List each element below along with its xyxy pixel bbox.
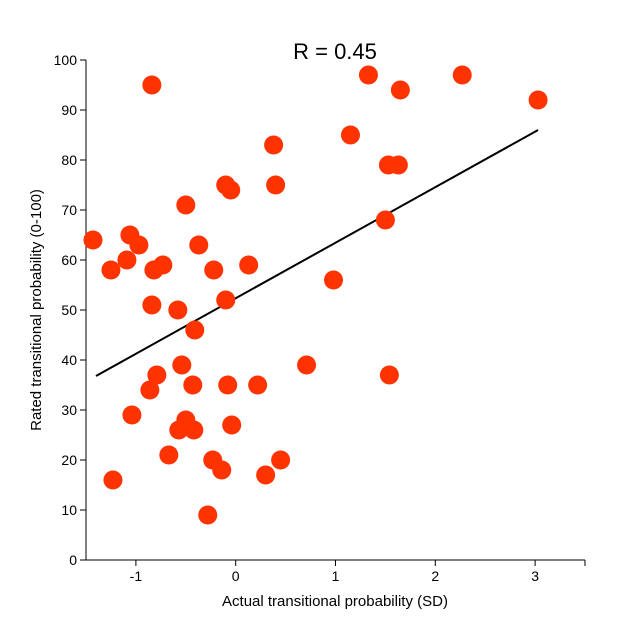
data-point <box>212 460 232 480</box>
x-tick-label: 3 <box>531 568 539 584</box>
data-point <box>222 415 242 435</box>
data-point <box>129 235 149 255</box>
data-point <box>117 250 137 270</box>
y-tick-label: 40 <box>61 352 77 368</box>
y-tick-label: 70 <box>61 202 77 218</box>
regression-line <box>95 129 539 377</box>
data-point <box>103 470 123 490</box>
data-point <box>358 65 378 85</box>
data-point <box>239 255 259 275</box>
data-point <box>159 445 179 465</box>
x-axis-title: Actual transitional probability (SD) <box>222 593 448 610</box>
x-tick-label: 2 <box>431 568 439 584</box>
data-point <box>388 155 408 175</box>
data-point <box>340 125 360 145</box>
data-point <box>184 420 204 440</box>
data-point <box>147 365 167 385</box>
data-point <box>140 380 160 400</box>
x-tick-label: 0 <box>232 568 240 584</box>
data-point <box>198 505 218 525</box>
chart-title: R = 0.45 <box>293 39 377 64</box>
data-point <box>168 300 188 320</box>
data-point <box>379 365 399 385</box>
data-point <box>183 375 203 395</box>
data-point <box>172 355 192 375</box>
axes: 0 10 20 30 40 50 60 70 80 90 100 -1 0 1 2 3 <box>54 52 586 584</box>
data-points <box>83 65 548 525</box>
data-point <box>528 90 548 110</box>
y-tick-label: 60 <box>61 252 77 268</box>
y-tick-label: 80 <box>61 152 77 168</box>
data-point <box>101 260 121 280</box>
data-point <box>142 295 162 315</box>
chart-labels: R = 0.45 Actual transitional probability… <box>28 39 448 610</box>
data-point <box>256 465 276 485</box>
y-tick-label: 10 <box>61 502 77 518</box>
regression-line-group <box>95 129 539 377</box>
y-tick-label: 100 <box>54 52 78 68</box>
y-axis-title: Rated transitional probability (0-100) <box>28 189 45 431</box>
data-point <box>142 75 162 95</box>
data-point <box>324 270 344 290</box>
data-point <box>189 235 209 255</box>
data-point <box>271 450 291 470</box>
data-point <box>266 175 286 195</box>
data-point <box>185 320 205 340</box>
data-point <box>248 375 268 395</box>
x-tick-label: -1 <box>130 568 143 584</box>
data-point <box>218 375 238 395</box>
data-point <box>122 405 142 425</box>
y-tick-label: 20 <box>61 452 77 468</box>
data-point <box>216 290 236 310</box>
data-point <box>221 180 241 200</box>
data-point <box>204 260 224 280</box>
y-tick-label: 0 <box>69 552 77 568</box>
data-point <box>176 195 196 215</box>
data-point <box>452 65 472 85</box>
data-point <box>169 420 189 440</box>
y-tick-label: 30 <box>61 402 77 418</box>
data-point <box>375 210 395 230</box>
data-point <box>264 135 284 155</box>
y-tick-label: 50 <box>61 302 77 318</box>
y-tick-label: 90 <box>61 102 77 118</box>
data-point <box>144 260 164 280</box>
data-point <box>297 355 317 375</box>
x-tick-label: 1 <box>332 568 340 584</box>
data-point <box>390 80 410 100</box>
data-point <box>83 230 103 250</box>
